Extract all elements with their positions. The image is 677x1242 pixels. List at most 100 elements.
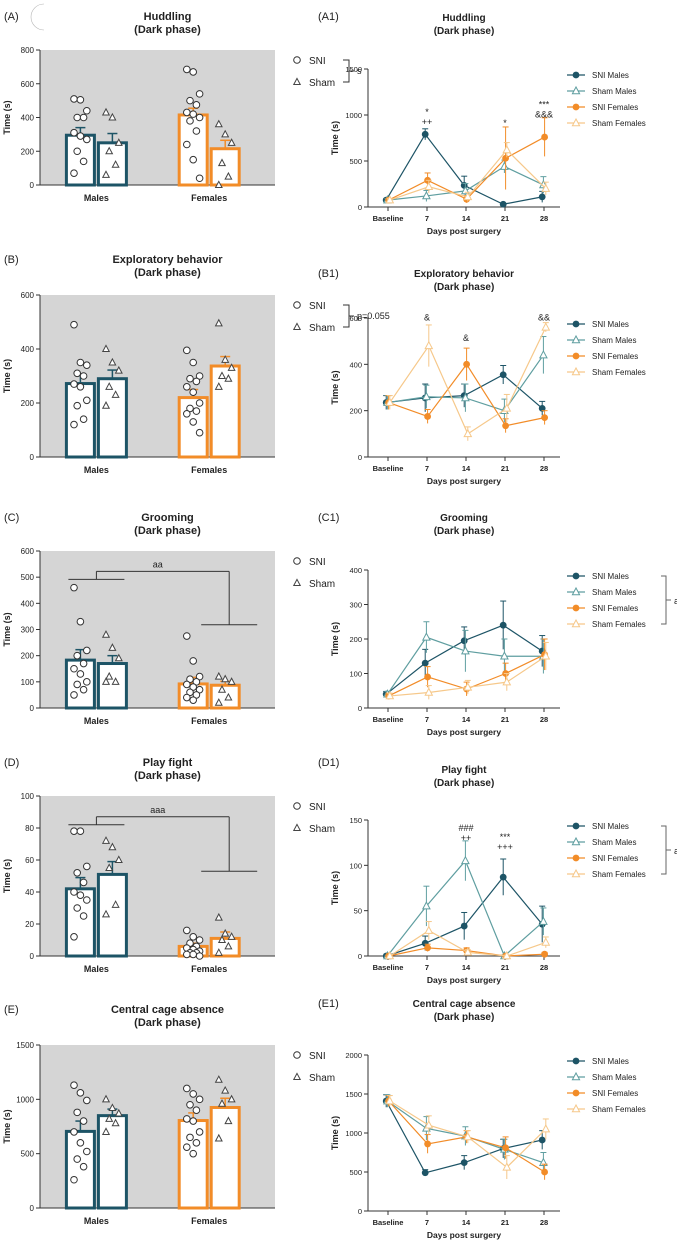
x-axis-label: Days post surgery — [427, 1230, 501, 1240]
data-point-sni — [183, 1115, 191, 1123]
data-point-sni — [73, 904, 81, 912]
y-tick-label: 100 — [349, 861, 362, 870]
data-point-sni — [76, 132, 85, 140]
panel-label: (C1) — [318, 512, 339, 524]
data-point-sham — [217, 1099, 227, 1107]
y-tick-label: 600 — [21, 547, 35, 556]
legend-marker — [572, 854, 580, 862]
data-point-sham — [108, 842, 117, 851]
data-point-sham — [217, 935, 227, 944]
legend-label-sham: Sham — [309, 824, 335, 835]
data-point-sni — [195, 936, 204, 944]
x-tick-label: 7 — [425, 1218, 429, 1227]
data-point-sni — [183, 632, 191, 640]
x-tick-label: 7 — [425, 715, 429, 724]
y-tick-label: 60 — [25, 856, 34, 865]
data-point — [499, 371, 507, 379]
data-point-sham — [108, 112, 117, 121]
panel-label: (B) — [4, 254, 19, 266]
data-point — [502, 677, 512, 686]
data-point-sham — [224, 171, 233, 180]
data-point-sham — [214, 180, 223, 189]
x-tick-label: Baseline — [373, 464, 404, 473]
x-tick-label: Males — [84, 193, 109, 203]
y-tick-label: 0 — [358, 952, 362, 961]
y-axis-label: Time (s) — [330, 121, 340, 155]
data-point-sham — [101, 1127, 111, 1135]
chart-title: Grooming — [141, 512, 194, 524]
data-point-sham — [114, 1108, 123, 1117]
data-point — [424, 413, 431, 420]
data-point-sni — [83, 361, 91, 370]
y-tick-label: 500 — [21, 573, 35, 582]
x-tick-label: Baseline — [373, 963, 404, 972]
data-point-sham — [111, 900, 120, 908]
legend-marker — [572, 1089, 580, 1097]
legend-marker — [571, 334, 581, 344]
chart-subtitle: (Dark phase) — [434, 26, 495, 37]
data-point-sham — [214, 671, 223, 680]
chart-subtitle: (Dark phase) — [134, 770, 201, 782]
data-point-sni — [76, 95, 85, 104]
data-point-sni — [183, 950, 191, 959]
chart-subtitle: (Dark phase) — [434, 778, 495, 789]
x-tick-label: 21 — [501, 715, 509, 724]
bar-sham — [96, 872, 128, 958]
data-point-sni — [70, 933, 78, 941]
data-point-sni — [189, 1117, 197, 1125]
data-point-sni — [79, 685, 88, 694]
y-tick-label: 1000 — [345, 1129, 362, 1138]
y-tick-label: 100 — [349, 670, 362, 679]
data-point-sham — [111, 677, 120, 685]
legend-bracket — [661, 825, 667, 875]
legend-label-sham: Sham — [309, 1073, 335, 1084]
y-tick-label: 0 — [358, 203, 362, 212]
data-point-sni — [83, 1147, 91, 1156]
data-point-sni — [73, 369, 81, 378]
data-point-sham — [217, 371, 227, 380]
data-point-sni — [76, 1089, 85, 1097]
legend-label-sni: SNI — [309, 301, 326, 312]
significance-label: p=0.055 — [357, 311, 390, 321]
data-point — [463, 1131, 473, 1141]
data-point — [385, 690, 395, 700]
y-tick-label: 600 — [349, 314, 362, 323]
data-point-sni — [186, 404, 194, 413]
data-point-sni — [186, 1133, 194, 1142]
chart-a1: (A1) Huddling (Dark phase) 0 500 1000 1500 Time… — [318, 11, 646, 236]
data-point-sni — [183, 140, 191, 149]
x-axis-label: Days post surgery — [427, 975, 501, 985]
x-tick-label: 14 — [462, 214, 471, 223]
data-point-sni — [73, 147, 81, 156]
data-point — [421, 632, 431, 641]
chart-title: Play fight — [441, 765, 487, 776]
legend-marker — [572, 103, 580, 111]
data-point-sham — [101, 401, 111, 409]
legend-marker — [572, 71, 580, 79]
data-point-sni — [70, 691, 78, 699]
data-point — [385, 1095, 395, 1105]
data-point-sham — [114, 365, 123, 374]
data-point — [463, 428, 473, 438]
x-tick-label: Females — [191, 716, 227, 726]
legend-label: SNI Females — [592, 604, 638, 613]
y-tick-label: 200 — [349, 635, 362, 644]
chart-a: (A) Huddling(Dark phase) 0 200 400 600 800 Time… — [2, 11, 362, 203]
chart-title: Huddling — [144, 11, 192, 23]
x-tick-label: 28 — [540, 214, 548, 223]
y-tick-label: 0 — [358, 453, 362, 462]
legend-label-sham: Sham — [309, 323, 335, 334]
y-axis-label: Time (s) — [330, 871, 340, 905]
data-point-sni — [70, 420, 78, 429]
legend-label: Sham Males — [592, 838, 636, 847]
legend-label: Sham Males — [592, 588, 636, 597]
data-point — [541, 133, 548, 141]
bar-sni — [177, 1119, 209, 1210]
data-point-sni — [76, 1139, 85, 1147]
data-point-sni — [195, 399, 204, 407]
data-point-sni — [189, 110, 197, 118]
data-point — [421, 901, 431, 910]
y-axis-label: Time (s) — [330, 370, 340, 404]
data-point-sni — [79, 372, 88, 380]
y-tick-label: 200 — [349, 407, 362, 416]
